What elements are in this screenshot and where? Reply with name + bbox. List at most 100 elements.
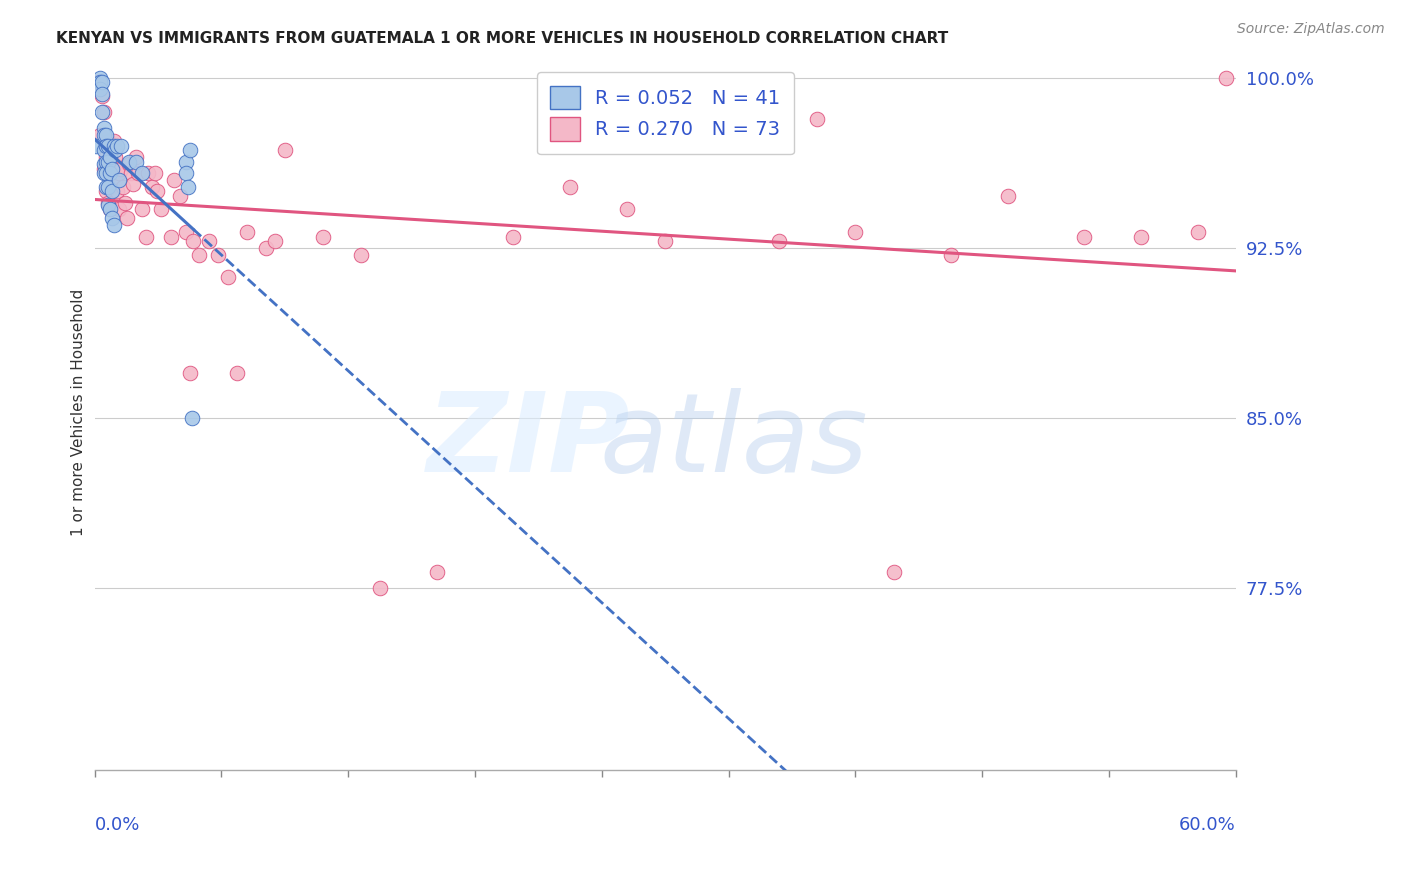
Point (711, 139, 734, 153)
Point (127, 166, 149, 180)
Point (939, 248, 962, 262)
Point (1073, 229, 1095, 244)
Point (98, 166, 121, 180)
Point (217, 270, 239, 285)
Point (86, 139, 108, 153)
Point (350, 248, 373, 262)
Point (110, 161, 132, 176)
Point (179, 366, 201, 380)
Point (125, 150, 148, 164)
Point (103, 161, 125, 176)
Text: atlas: atlas (599, 387, 868, 494)
Point (94, 150, 117, 164)
Point (146, 184, 169, 198)
Point (91, 75, 114, 89)
Point (174, 154, 197, 169)
Point (180, 411, 202, 425)
Point (616, 202, 638, 217)
Point (118, 154, 141, 169)
Point (97, 154, 120, 169)
Point (104, 150, 127, 164)
Point (94, 166, 117, 180)
Text: Source: ZipAtlas.com: Source: ZipAtlas.com (1237, 22, 1385, 37)
Point (188, 248, 211, 262)
Point (98, 161, 121, 176)
Point (97, 195, 120, 210)
Point (100, 211, 122, 226)
Point (103, 139, 125, 153)
Point (89, 82, 111, 96)
Point (174, 225, 197, 239)
Point (1187, 225, 1209, 239)
Point (883, 566, 905, 580)
Point (236, 225, 259, 239)
Point (207, 248, 229, 262)
Text: KENYAN VS IMMIGRANTS FROM GUATEMALA 1 OR MORE VEHICLES IN HOUSEHOLD CORRELATION : KENYAN VS IMMIGRANTS FROM GUATEMALA 1 OR… (56, 31, 949, 46)
Point (93, 161, 115, 176)
Point (174, 166, 197, 180)
Point (169, 189, 191, 203)
Point (100, 166, 122, 180)
Point (141, 179, 163, 194)
Point (91, 87, 114, 101)
Point (183, 234, 205, 248)
Point (100, 161, 122, 176)
Point (105, 161, 128, 176)
Point (93, 157, 115, 171)
Point (97, 198, 120, 212)
Point (89, 128, 111, 142)
Point (179, 144, 201, 158)
Point (145, 166, 167, 180)
Point (98, 150, 121, 164)
Point (94, 139, 117, 153)
Point (768, 234, 790, 248)
Point (105, 184, 128, 198)
Y-axis label: 1 or more Vehicles in Household: 1 or more Vehicles in Household (72, 289, 86, 536)
Point (163, 173, 186, 187)
Point (368, 581, 391, 595)
Point (104, 173, 127, 187)
Point (110, 139, 132, 153)
Point (93, 144, 115, 158)
Point (254, 241, 277, 255)
Point (98, 179, 121, 194)
Point (94, 128, 117, 142)
Point (98, 202, 121, 217)
Point (197, 234, 219, 248)
Point (159, 229, 181, 244)
Point (97, 134, 120, 148)
Point (177, 179, 200, 194)
Legend: R = 0.052   N = 41, R = 0.270   N = 73: R = 0.052 N = 41, R = 0.270 N = 73 (537, 72, 794, 154)
Point (1129, 229, 1152, 244)
Point (104, 144, 127, 158)
Point (97, 179, 120, 194)
Point (136, 166, 159, 180)
Point (264, 234, 287, 248)
Point (274, 144, 297, 158)
Point (97, 139, 120, 153)
Point (997, 189, 1019, 203)
Point (114, 195, 136, 210)
Point (103, 134, 125, 148)
Point (97, 161, 120, 176)
Text: 0.0%: 0.0% (94, 816, 141, 834)
Point (100, 184, 122, 198)
Point (150, 202, 173, 217)
Text: ZIP: ZIP (426, 387, 630, 494)
Point (426, 566, 449, 580)
Point (226, 366, 249, 380)
Point (103, 219, 125, 233)
Point (131, 202, 153, 217)
Point (105, 139, 128, 153)
Point (89, 70, 111, 85)
Point (91, 104, 114, 119)
Point (98, 202, 121, 217)
Point (87, 75, 110, 89)
Point (112, 179, 135, 194)
Point (91, 89, 114, 103)
Point (120, 166, 142, 180)
Point (108, 202, 131, 217)
Point (131, 166, 153, 180)
Point (312, 229, 335, 244)
Point (93, 128, 115, 142)
